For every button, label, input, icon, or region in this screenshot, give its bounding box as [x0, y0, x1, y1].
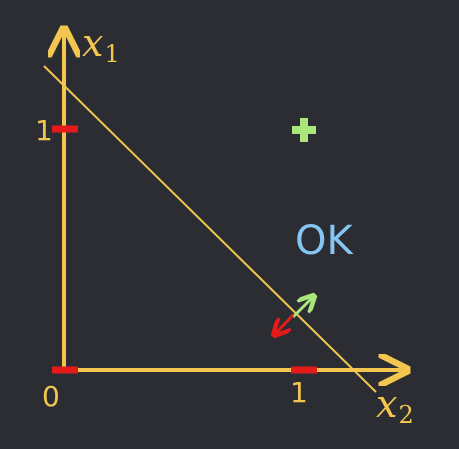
ok-label: OK: [295, 218, 354, 264]
plus-icon: [292, 118, 316, 142]
x1-axis-label: x1: [82, 21, 120, 68]
green-arrow: [291, 297, 313, 319]
x2-axis-label: x2: [376, 382, 414, 429]
tick-label-x1-one: 1: [35, 114, 53, 147]
red-arrow: [275, 313, 295, 334]
tick-label-origin: 0: [42, 380, 60, 413]
constraint-line: [43, 65, 377, 393]
tick-label-x2-one: 1: [290, 376, 308, 409]
